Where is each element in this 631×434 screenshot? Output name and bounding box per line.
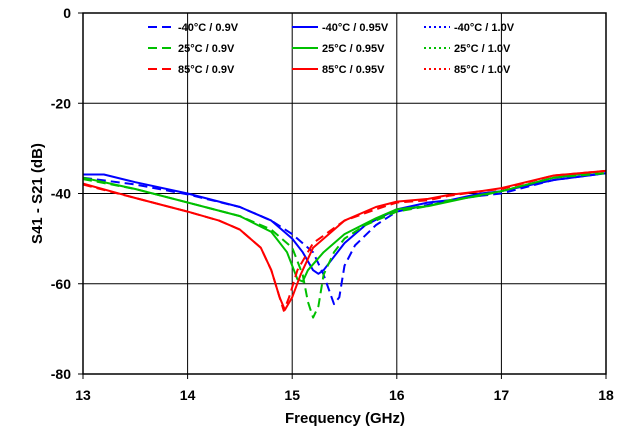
series-line bbox=[82, 172, 607, 306]
x-tick-label: 18 bbox=[598, 387, 614, 403]
tick-labels: 13 14 15 16 17 18 0 -20 -40 -60 -80 bbox=[51, 5, 614, 403]
x-tick-label: 14 bbox=[180, 387, 196, 403]
gridlines bbox=[83, 13, 606, 374]
series-line bbox=[83, 172, 607, 275]
legend-label: 25°C / 0.9V bbox=[178, 43, 235, 55]
series-layer bbox=[82, 169, 607, 319]
legend-label: -40°C / 1.0V bbox=[454, 22, 515, 34]
legend-label: 25°C / 0.95V bbox=[322, 43, 385, 55]
legend-label: 85°C / 1.0V bbox=[454, 64, 511, 76]
x-axis-title: Frequency (GHz) bbox=[285, 410, 405, 427]
series-line bbox=[82, 169, 607, 311]
y-tick-label: -80 bbox=[51, 366, 71, 382]
y-tick-label: -40 bbox=[51, 186, 71, 202]
y-tick-label: 0 bbox=[63, 5, 71, 21]
legend-label: 25°C / 1.0V bbox=[454, 43, 511, 55]
x-tick-label: 15 bbox=[284, 387, 300, 403]
x-tick-label: 17 bbox=[494, 387, 510, 403]
y-axis-title: S41 - S21 (dB) bbox=[29, 143, 46, 244]
legend-label: 85°C / 0.9V bbox=[178, 64, 235, 76]
legend: -40°C / 0.9V -40°C / 0.95V -40°C / 1.0V 25°… bbox=[148, 22, 515, 76]
series-line bbox=[82, 169, 607, 283]
x-tick-label: 13 bbox=[75, 387, 91, 403]
x-tick-label: 16 bbox=[389, 387, 405, 403]
y-tick-label: -20 bbox=[51, 95, 71, 111]
legend-label: -40°C / 0.95V bbox=[322, 22, 389, 34]
legend-label: -40°C / 0.9V bbox=[178, 22, 239, 34]
legend-label: 85°C / 0.95V bbox=[322, 64, 385, 76]
y-tick-label: -60 bbox=[51, 276, 71, 292]
